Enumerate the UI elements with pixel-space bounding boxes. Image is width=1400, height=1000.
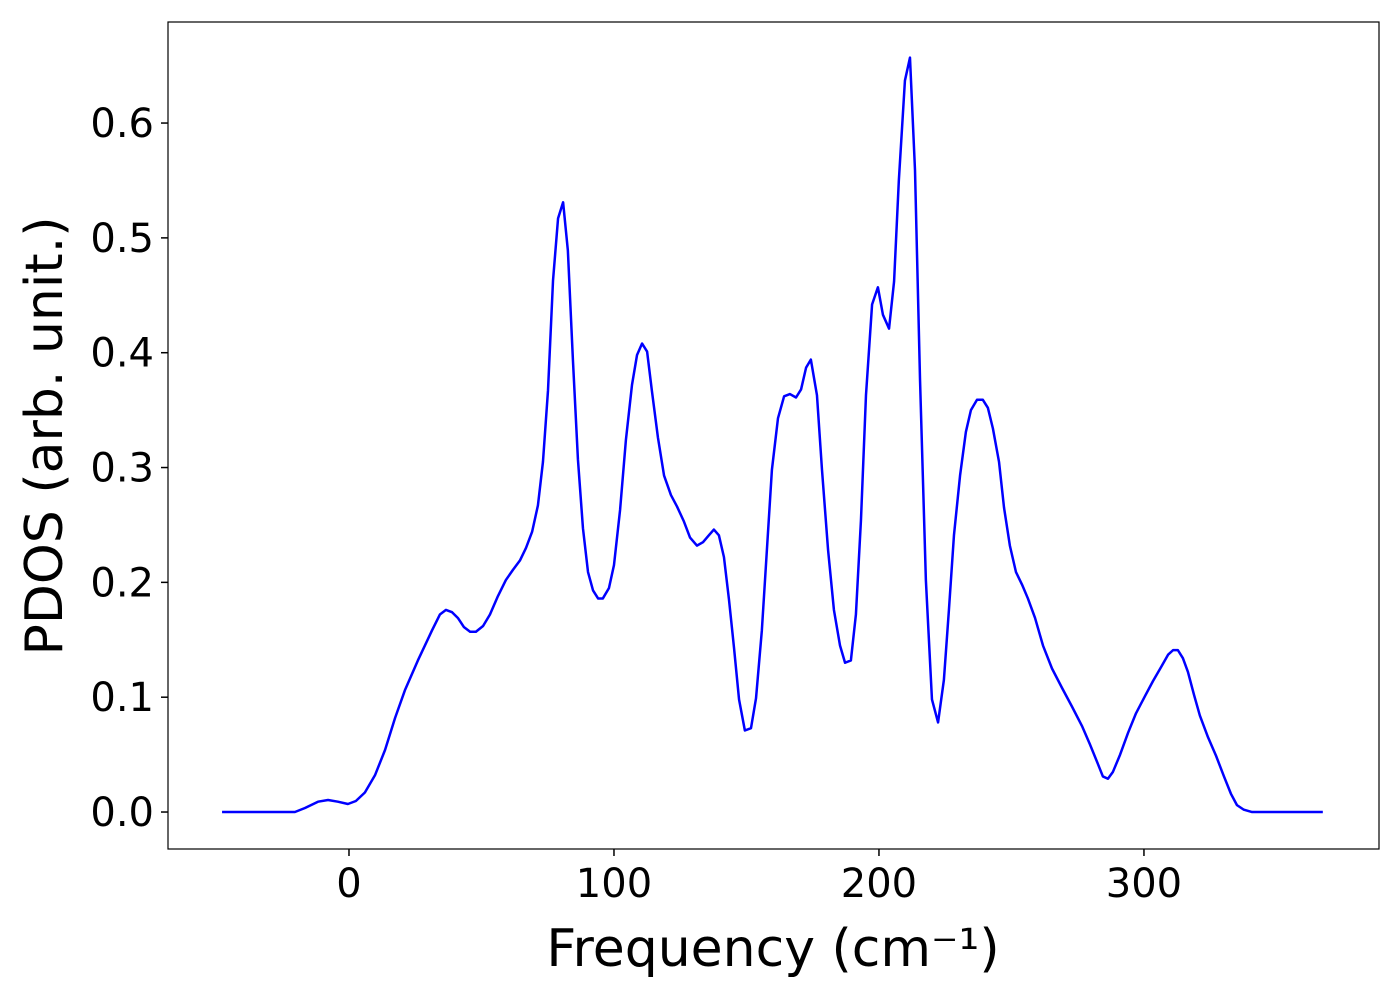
- y-tick-label: 0.3: [90, 446, 154, 492]
- x-tick-label: 200: [841, 861, 917, 907]
- y-tick-label: 0.4: [90, 331, 154, 377]
- x-tick-label: 300: [1106, 861, 1182, 907]
- y-tick-label: 0.1: [90, 675, 154, 721]
- y-tick-label: 0.0: [90, 790, 154, 836]
- data-line: [222, 56, 1323, 814]
- x-tick-label: 100: [576, 861, 652, 907]
- x-axis-label: Frequency (cm⁻¹): [546, 919, 999, 979]
- x-tick-label: 0: [336, 861, 361, 907]
- y-tick-label: 0.5: [90, 216, 154, 262]
- plot-frame: [167, 21, 1380, 850]
- y-tick-label: 0.2: [90, 560, 154, 606]
- y-tick-label: 0.6: [90, 101, 154, 147]
- y-axis-label: PDOS (arb. unit.): [15, 216, 75, 655]
